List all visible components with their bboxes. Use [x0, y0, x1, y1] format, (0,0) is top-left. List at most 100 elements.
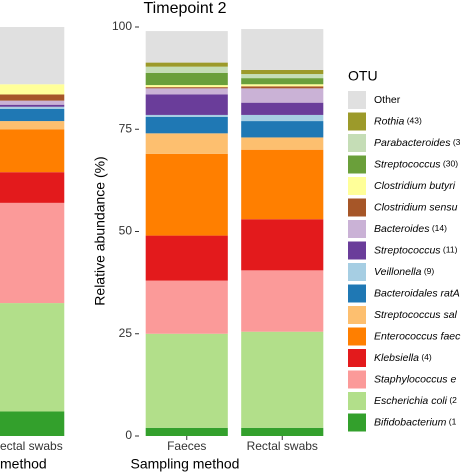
bar-segment: [241, 219, 324, 271]
legend-label-count: (1: [446, 417, 456, 427]
bar-segment: [241, 137, 324, 150]
bar-segment: [0, 108, 65, 122]
legend-label: Veillonella (9): [374, 266, 434, 278]
bar-segment: [241, 121, 324, 138]
bar-segment: [145, 62, 228, 67]
legend-label-name: Bifidobacterium: [374, 416, 447, 428]
legend-label-name: Streptococcus: [374, 244, 441, 256]
legend-label-count: (14): [429, 223, 447, 233]
bar-segment: [145, 94, 228, 115]
legend-key: [348, 306, 366, 324]
bar-segment: [145, 280, 228, 334]
bar-segment: [145, 72, 228, 86]
bar-segment: [241, 149, 324, 220]
legend-label: Bacteroidales ratA: [374, 287, 460, 299]
bar-segment: [241, 102, 324, 115]
chart-title: Timepoint 2: [144, 0, 227, 17]
bar-segment: [0, 172, 65, 203]
legend-label: Rothia (43): [374, 115, 422, 127]
legend-key: [348, 155, 366, 174]
bar-segment: [0, 100, 65, 105]
bar-segment: [145, 235, 228, 281]
legend-label: Clostridium butyri: [374, 180, 456, 192]
bar-segment: [145, 116, 228, 134]
legend-label-name: Bacteroides: [374, 223, 430, 235]
legend-label: Clostridium sensu: [374, 201, 458, 213]
legend-label: Bifidobacterium (1: [374, 416, 457, 428]
legend-label: Streptococcus (11): [374, 244, 458, 256]
x-axis-title: method: [0, 456, 47, 472]
legend-label-name: Rothia: [374, 115, 405, 127]
bar-segment: [145, 66, 228, 73]
legend-key: [348, 91, 366, 109]
bar-segment: [0, 202, 65, 304]
bar-segment: [145, 114, 228, 117]
bar-segment: [145, 85, 228, 88]
legend-label-name: Clostridium butyri: [374, 180, 456, 192]
legend-key: [348, 284, 366, 303]
bar-segment: [0, 106, 65, 109]
legend-label-name: Staphylococcus e: [374, 373, 456, 385]
legend-key: [348, 413, 366, 432]
bar-segment: [145, 153, 228, 236]
legend-label-count: (4): [419, 352, 432, 362]
legend-label-count: (2: [447, 395, 457, 405]
y-tick-label: 75: [119, 121, 133, 135]
legend-label: Other: [374, 94, 401, 106]
legend-label-count: (30): [441, 159, 459, 169]
legend-key: [348, 263, 366, 281]
y-axis-title: Relative abundance (%): [92, 156, 108, 305]
bar-segment: [241, 114, 324, 122]
bar-segment: [0, 411, 65, 436]
bar-segment: [241, 74, 324, 79]
legend-label-name: Clostridium sensu: [374, 201, 458, 213]
legend-label-count: (9): [421, 266, 434, 276]
bar-segment: [241, 427, 324, 436]
legend-label-name: Bacteroidales ratA: [374, 287, 460, 299]
legend-label: Parabacteroides (3: [374, 137, 461, 149]
bar-segment: [241, 86, 324, 89]
legend-label-name: Escherichia coli: [374, 395, 448, 407]
x-tick-label: Faeces: [167, 439, 206, 453]
legend-key: [348, 134, 366, 152]
legend-key: [348, 198, 366, 217]
legend-label-name: Streptococcus sal: [374, 309, 458, 321]
bar-segment: [145, 88, 228, 95]
bar-segment: [241, 84, 324, 87]
bar-segment: [145, 87, 228, 89]
y-tick-label: 100: [112, 19, 132, 33]
x-axis-title: Sampling method: [131, 456, 240, 472]
legend-label: Bacteroides (14): [374, 223, 447, 235]
bar-segment: [241, 78, 324, 85]
bar-segment: [0, 129, 65, 173]
legend-key: [348, 349, 366, 367]
bar-segment: [145, 427, 228, 436]
x-tick-label: Rectal swabs: [247, 439, 318, 453]
legend-label-count: (11): [441, 245, 458, 255]
legend-label: Staphylococcus e: [374, 373, 456, 385]
legend-label-name: Klebsiella: [374, 352, 419, 364]
bar-segment: [0, 303, 65, 412]
legend-label: Streptococcus (30): [374, 158, 458, 170]
legend-label: Streptococcus sal: [374, 309, 458, 321]
y-tick-label: 0: [125, 428, 132, 442]
legend-key: [348, 177, 366, 195]
bar-segment: [0, 104, 65, 107]
y-tick-label: 25: [119, 326, 133, 340]
bar-segment: [145, 333, 228, 428]
legend-label: Klebsiella (4): [374, 352, 432, 364]
bar-segment: [0, 27, 65, 85]
bar-segment: [241, 29, 324, 70]
bar-segment: [0, 94, 65, 101]
bar-segment: [241, 69, 324, 75]
legend-key: [348, 392, 366, 410]
legend-key: [348, 370, 366, 389]
bar-segment: [145, 133, 228, 154]
legend-label-count: (43): [404, 116, 422, 126]
legend-label-name: Enterococcus faec: [374, 330, 461, 342]
legend-key: [348, 112, 366, 131]
legend-key: [348, 220, 366, 238]
bar-segment: [0, 84, 65, 95]
legend-label: Enterococcus faec: [374, 330, 461, 342]
